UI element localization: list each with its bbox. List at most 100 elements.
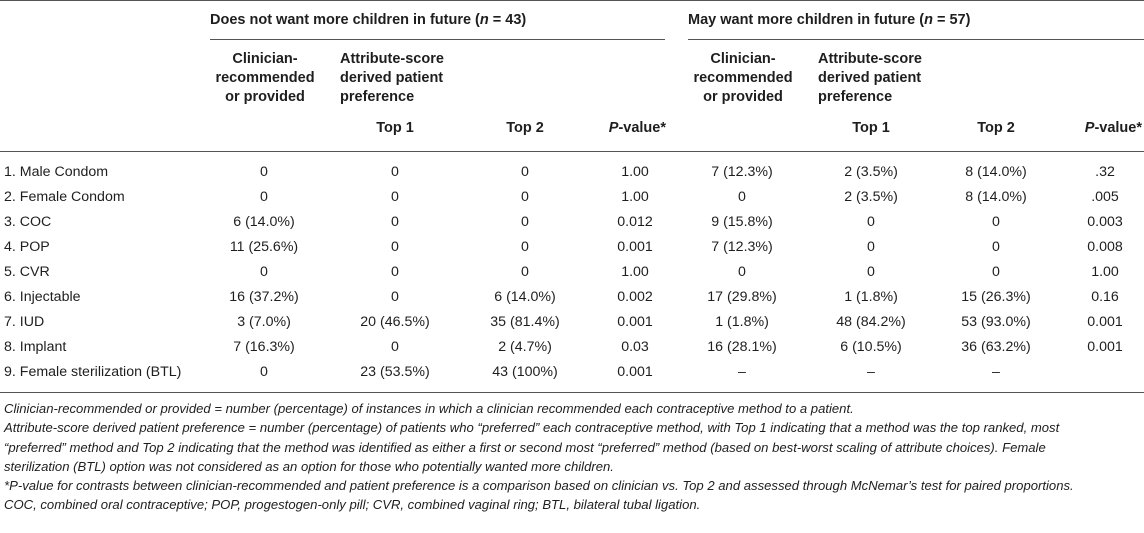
cell-pvalue-g2: .32 (1095, 164, 1115, 180)
cell-clinician-g2: 17 (29.8%) (707, 289, 777, 305)
top2-header-g2: Top 2 (977, 120, 1015, 136)
cell-top1-g2: 0 (867, 239, 875, 255)
cell-pvalue-g2: 0.003 (1087, 214, 1123, 230)
cell-top1-g1: 0 (391, 239, 399, 255)
cell-top1-g2: 2 (3.5%) (844, 164, 898, 180)
cell-top2-g2: 0 (992, 239, 1000, 255)
cell-top1-g1: 23 (53.5%) (360, 364, 430, 380)
method-label: 6. Injectable (4, 289, 81, 305)
cell-pvalue-g1: 0.001 (617, 364, 653, 380)
cell-top1-g1: 0 (391, 289, 399, 305)
footnote-abbreviations: COC, combined oral contraceptive; POP, p… (4, 497, 701, 513)
cell-clinician-g1: 6 (14.0%) (233, 214, 295, 230)
footnote-clinician-definition: Clinician-recommended or provided = numb… (4, 401, 854, 416)
cell-top2-g1: 2 (4.7%) (498, 339, 552, 355)
table-row: 5. CVR 0 0 0 1.00 0 0 0 1.00 (0, 263, 1144, 282)
cell-top2-g2: 53 (93.0%) (961, 314, 1031, 330)
table-row: 3. COC 6 (14.0%) 0 0 0.012 9 (15.8%) 0 0… (0, 213, 1144, 232)
header-rule (0, 151, 1144, 152)
cell-top1-g2: 48 (84.2%) (836, 314, 906, 330)
cell-pvalue-g2: 1.00 (1091, 264, 1119, 280)
cell-top2-g2: 8 (14.0%) (965, 189, 1027, 205)
cell-top1-g1: 20 (46.5%) (360, 314, 430, 330)
group-rule-right (688, 39, 1144, 40)
cell-top2-g2: 8 (14.0%) (965, 164, 1027, 180)
cell-clinician-g2: 9 (15.8%) (711, 214, 773, 230)
cell-pvalue-g1: 0.03 (621, 339, 649, 355)
cell-top2-g1: 0 (521, 214, 529, 230)
cell-clinician-g1: 0 (260, 364, 268, 380)
table-footnotes: Clinician-recommended or provided = numb… (4, 399, 1140, 515)
cell-top2-g2: 0 (992, 214, 1000, 230)
attribute-header-g1: Attribute-score derived patient preferen… (340, 51, 444, 105)
top2-header-g1: Top 2 (506, 120, 544, 136)
cell-pvalue-g1: 1.00 (621, 264, 649, 280)
pvalue-header-g1: P-value* (608, 120, 666, 136)
cell-clinician-g1: 7 (16.3%) (233, 339, 295, 355)
table-row: 2. Female Condom 0 0 0 1.00 0 2 (3.5%) 8… (0, 188, 1144, 207)
clinician-header-g1: Clinician- recommended or provided (215, 51, 315, 105)
method-label: 3. COC (4, 214, 52, 230)
cell-clinician-g2: – (738, 364, 746, 380)
group-rule-left (210, 39, 665, 40)
cell-pvalue-g2: 0.16 (1091, 289, 1119, 305)
pvalue-header-g2: P-value* (1084, 120, 1142, 136)
cell-top2-g2: 0 (992, 264, 1000, 280)
cell-pvalue-g1: 0.001 (617, 314, 653, 330)
cell-top1-g1: 0 (391, 264, 399, 280)
cell-pvalue-g1: 0.002 (617, 289, 653, 305)
method-label: 2. Female Condom (4, 189, 125, 205)
footnote-attribute-definition-3: sterilization (BTL) option was not consi… (4, 458, 614, 474)
attribute-header-g2: Attribute-score derived patient preferen… (818, 51, 922, 105)
clinician-header-g2: Clinician- recommended or provided (693, 51, 793, 105)
cell-top2-g1: 35 (81.4%) (490, 314, 560, 330)
cell-clinician-g1: 16 (37.2%) (229, 289, 299, 305)
cell-clinician-g2: 7 (12.3%) (711, 239, 773, 255)
cell-top1-g2: 2 (3.5%) (844, 189, 898, 205)
top1-header-g2: Top 1 (852, 120, 890, 136)
method-label: 9. Female sterilization (BTL) (4, 364, 182, 380)
cell-pvalue-g2: 0.001 (1087, 314, 1123, 330)
cell-top1-g2: 6 (10.5%) (840, 339, 902, 355)
cell-top2-g2: 36 (63.2%) (961, 339, 1031, 355)
cell-clinician-g1: 0 (260, 164, 268, 180)
cell-top1-g2: – (867, 364, 875, 380)
method-label: 8. Implant (4, 339, 67, 355)
cell-top1-g1: 0 (391, 164, 399, 180)
cell-top2-g1: 0 (521, 189, 529, 205)
cell-clinician-g2: 16 (28.1%) (707, 339, 777, 355)
method-label: 7. IUD (4, 314, 45, 330)
cell-pvalue-g2: 0.008 (1087, 239, 1123, 255)
table-row: 9. Female sterilization (BTL) 0 23 (53.5… (0, 363, 1144, 382)
cell-pvalue-g1: 0.012 (617, 214, 653, 230)
cell-top2-g1: 0 (521, 164, 529, 180)
cell-clinician-g1: 0 (260, 264, 268, 280)
method-label: 4. POP (4, 239, 50, 255)
cell-pvalue-g2: .005 (1091, 189, 1119, 205)
footnote-pvalue: *P-value for contrasts between clinician… (4, 478, 1074, 494)
top1-header-g1: Top 1 (376, 120, 414, 136)
cell-top2-g2: – (992, 364, 1000, 380)
method-label: 5. CVR (4, 264, 50, 280)
table-row: 6. Injectable 16 (37.2%) 0 6 (14.0%) 0.0… (0, 288, 1144, 307)
group-header-may-want-children: May want more children in future (n = 57… (688, 12, 971, 28)
cell-clinician-g1: 0 (260, 189, 268, 205)
cell-clinician-g2: 0 (738, 189, 746, 205)
group-header-no-more-children: Does not want more children in future (n… (210, 12, 527, 28)
cell-top1-g1: 0 (391, 189, 399, 205)
cell-top2-g1: 6 (14.0%) (494, 289, 556, 305)
cell-top2-g2: 15 (26.3%) (961, 289, 1031, 305)
cell-clinician-g1: 11 (25.6%) (229, 239, 299, 255)
method-label: 1. Male Condom (4, 164, 109, 180)
cell-top2-g1: 0 (521, 264, 529, 280)
cell-pvalue-g1: 1.00 (621, 189, 649, 205)
cell-clinician-g2: 1 (1.8%) (715, 314, 769, 330)
cell-clinician-g2: 7 (12.3%) (711, 164, 773, 180)
cell-top1-g2: 1 (1.8%) (844, 289, 898, 305)
cell-top1-g2: 0 (867, 214, 875, 230)
cell-top2-g1: 43 (100%) (492, 364, 558, 380)
cell-pvalue-g2: 0.001 (1087, 339, 1123, 355)
cell-clinician-g2: 0 (738, 264, 746, 280)
cell-pvalue-g1: 0.001 (617, 239, 653, 255)
